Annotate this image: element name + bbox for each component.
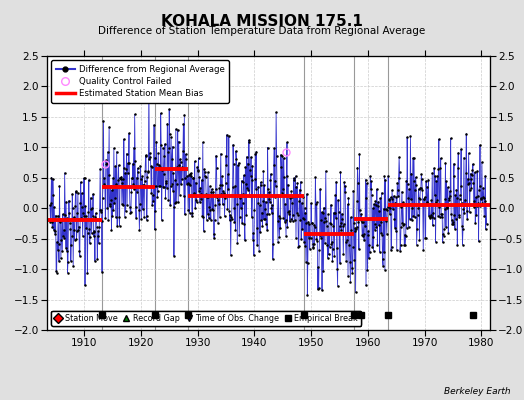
Legend: Station Move, Record Gap, Time of Obs. Change, Empirical Break: Station Move, Record Gap, Time of Obs. C… <box>51 310 362 326</box>
Text: Difference of Station Temperature Data from Regional Average: Difference of Station Temperature Data f… <box>99 26 425 36</box>
Text: KOHALA MISSION 175.1: KOHALA MISSION 175.1 <box>161 14 363 29</box>
Text: Berkeley Earth: Berkeley Earth <box>444 387 511 396</box>
